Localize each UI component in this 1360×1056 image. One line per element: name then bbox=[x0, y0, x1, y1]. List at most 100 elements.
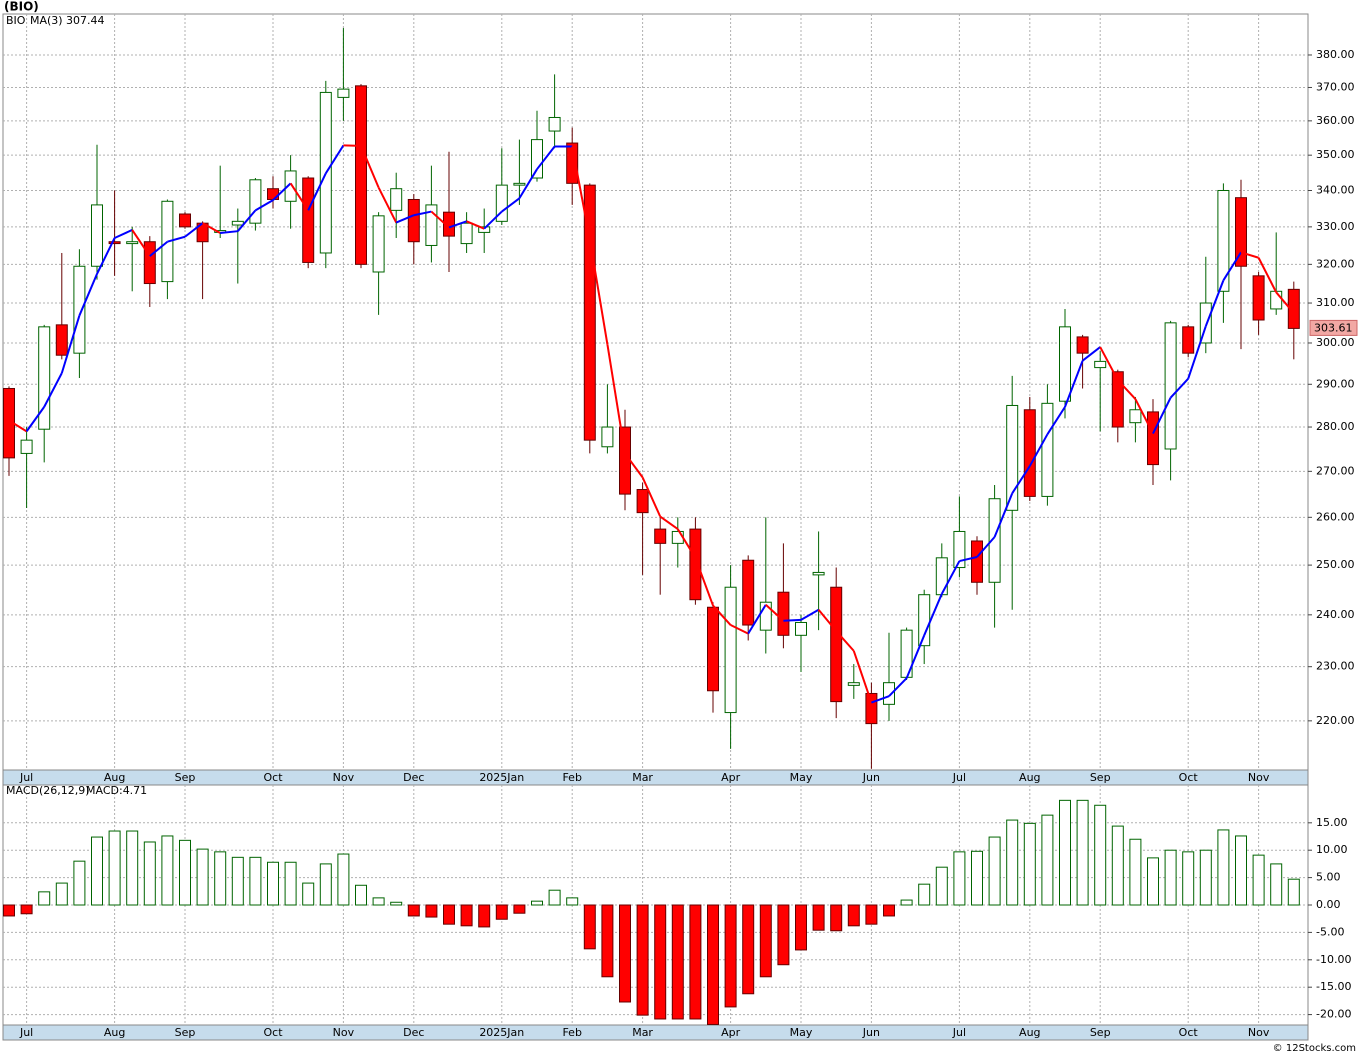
candle-body bbox=[337, 88, 350, 98]
y-tick-label: 300.00 bbox=[1316, 336, 1355, 349]
candle-body bbox=[918, 594, 931, 647]
histogram-bar bbox=[548, 889, 561, 906]
candle-body bbox=[865, 692, 878, 725]
candle-body bbox=[249, 179, 262, 224]
candle-body bbox=[302, 177, 315, 263]
ma-segment bbox=[888, 677, 908, 697]
candle-body bbox=[1006, 404, 1019, 511]
ma-segment bbox=[852, 650, 873, 703]
histogram-bar bbox=[1217, 829, 1230, 906]
candle-body bbox=[231, 220, 244, 226]
histogram-bar bbox=[143, 841, 156, 906]
histogram-bar bbox=[953, 851, 966, 906]
candle-body bbox=[1076, 336, 1089, 354]
candle-body bbox=[1199, 302, 1212, 344]
ma-segment bbox=[536, 145, 556, 170]
y-tick-label: 370.00 bbox=[1316, 80, 1355, 93]
candle-body bbox=[179, 213, 191, 228]
histogram-bar bbox=[495, 904, 508, 920]
candle-body bbox=[707, 606, 719, 692]
histogram-bar bbox=[337, 853, 350, 906]
candle-body bbox=[883, 682, 895, 705]
y-tick-label: 5.00 bbox=[1316, 871, 1341, 884]
x-tick-label: Nov bbox=[333, 771, 355, 784]
histogram-bar bbox=[179, 839, 191, 906]
ma-segment bbox=[835, 630, 855, 652]
candle-body bbox=[777, 591, 790, 636]
candle-body bbox=[20, 439, 33, 454]
candle-body bbox=[478, 226, 491, 233]
x-tick-label: Aug bbox=[104, 1026, 125, 1039]
histogram-bar bbox=[1023, 822, 1036, 906]
histogram-bar bbox=[1287, 878, 1300, 906]
y-tick-label: 220.00 bbox=[1316, 714, 1355, 727]
histogram-bar bbox=[478, 904, 491, 928]
y-tick-label: 320.00 bbox=[1316, 257, 1355, 270]
histogram-bar bbox=[1129, 838, 1142, 906]
legend-value-number: 4.71 bbox=[123, 784, 148, 797]
ma-segment bbox=[202, 222, 221, 234]
candle-body bbox=[548, 116, 561, 132]
ma-segment bbox=[783, 618, 802, 622]
legend-ma-name: MA(3) bbox=[30, 14, 63, 27]
histogram-bar bbox=[795, 904, 807, 951]
candle-body bbox=[654, 528, 667, 544]
histogram-bar bbox=[372, 897, 385, 906]
ma-segment bbox=[395, 214, 415, 224]
x-tick-label: Oct bbox=[263, 771, 283, 784]
y-tick-label: 330.00 bbox=[1316, 220, 1355, 233]
y-tick-label: 230.00 bbox=[1316, 660, 1355, 673]
ma-segment bbox=[1275, 291, 1295, 314]
histogram-bar bbox=[865, 904, 878, 925]
histogram-bar bbox=[425, 904, 438, 918]
candle-body bbox=[126, 241, 139, 245]
x-tick-label: May bbox=[790, 771, 813, 784]
histogram-bar bbox=[1182, 851, 1195, 906]
ma-segment bbox=[1117, 379, 1137, 400]
histogram-bar bbox=[1147, 857, 1159, 906]
candle-body bbox=[108, 241, 121, 245]
candle-body bbox=[795, 621, 807, 636]
x-tick-label: Mar bbox=[632, 771, 653, 784]
ma-segment bbox=[1134, 398, 1154, 435]
y-tick-label: 280.00 bbox=[1316, 420, 1355, 433]
histogram-bar bbox=[1199, 849, 1212, 906]
last-price-box bbox=[1309, 319, 1358, 336]
candle-body bbox=[38, 326, 51, 430]
x-tick-label: Apr bbox=[721, 771, 741, 784]
histogram-bar bbox=[443, 904, 455, 925]
x-tick-label: Oct bbox=[1179, 771, 1199, 784]
x-tick-label: Aug bbox=[104, 771, 125, 784]
ma-segment bbox=[993, 492, 1014, 538]
x-tick-label: Dec bbox=[403, 1026, 424, 1039]
histogram-bar bbox=[707, 904, 719, 1025]
histogram-bar bbox=[531, 900, 543, 906]
ma-segment bbox=[501, 197, 521, 213]
candle-body bbox=[953, 530, 966, 569]
histogram-bar bbox=[1041, 814, 1054, 906]
histogram-bar bbox=[988, 836, 1001, 906]
ma-segment bbox=[765, 603, 785, 622]
ma-segment bbox=[694, 557, 714, 606]
histogram-bar bbox=[73, 860, 86, 906]
histogram-bar bbox=[812, 904, 825, 931]
ma-segment bbox=[25, 406, 46, 432]
candle-body bbox=[671, 530, 684, 544]
histogram-bar bbox=[583, 904, 596, 950]
ma-segment bbox=[377, 187, 398, 223]
candle-body bbox=[1217, 189, 1230, 292]
x-tick-label: Oct bbox=[1179, 1026, 1199, 1039]
x-tick-label: Jul bbox=[19, 771, 33, 784]
x-tick-label: Dec bbox=[403, 771, 424, 784]
candle-body bbox=[971, 540, 983, 583]
ma-segment bbox=[430, 210, 450, 229]
x-tick-label: Apr bbox=[721, 1026, 741, 1039]
ma-segment bbox=[324, 144, 345, 174]
x-tick-label: Nov bbox=[333, 1026, 355, 1039]
x-tick-label: Aug bbox=[1019, 1026, 1040, 1039]
candle-body bbox=[935, 557, 948, 596]
ma-segment bbox=[307, 172, 327, 211]
y-tick-label: -15.00 bbox=[1316, 980, 1351, 993]
histogram-bar bbox=[302, 882, 315, 906]
candle-body bbox=[636, 489, 649, 514]
